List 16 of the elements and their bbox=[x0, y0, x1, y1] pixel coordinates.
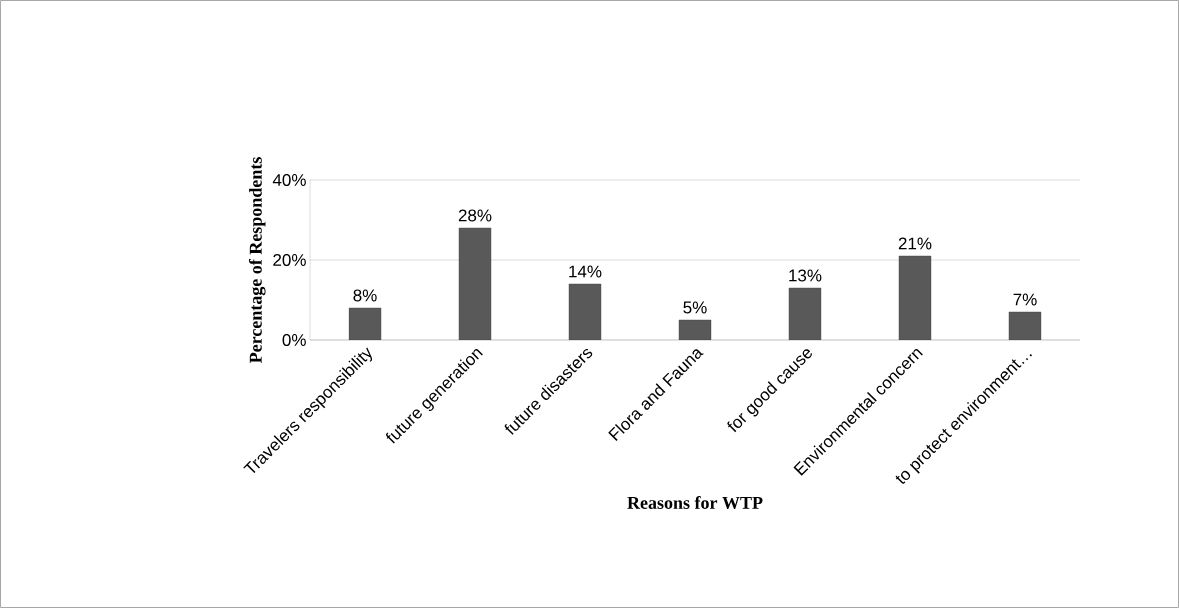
y-axis-title: Percentage of Respondents bbox=[248, 157, 266, 363]
data-label: 13% bbox=[789, 269, 822, 282]
bar bbox=[568, 283, 602, 340]
y-tick-label: 40% bbox=[272, 173, 306, 187]
bar bbox=[458, 227, 492, 340]
data-label: 5% bbox=[683, 301, 707, 314]
bar bbox=[788, 287, 822, 340]
bar bbox=[898, 255, 932, 340]
data-label: 7% bbox=[1013, 293, 1037, 306]
data-label: 28% bbox=[458, 209, 492, 222]
y-tick-label: 0% bbox=[282, 333, 306, 347]
x-axis-title: Reasons for WTP bbox=[627, 496, 763, 509]
y-tick-label: 20% bbox=[273, 253, 306, 267]
data-label: 21% bbox=[898, 237, 932, 250]
data-label: 14% bbox=[569, 265, 602, 278]
data-label: 8% bbox=[353, 289, 377, 302]
